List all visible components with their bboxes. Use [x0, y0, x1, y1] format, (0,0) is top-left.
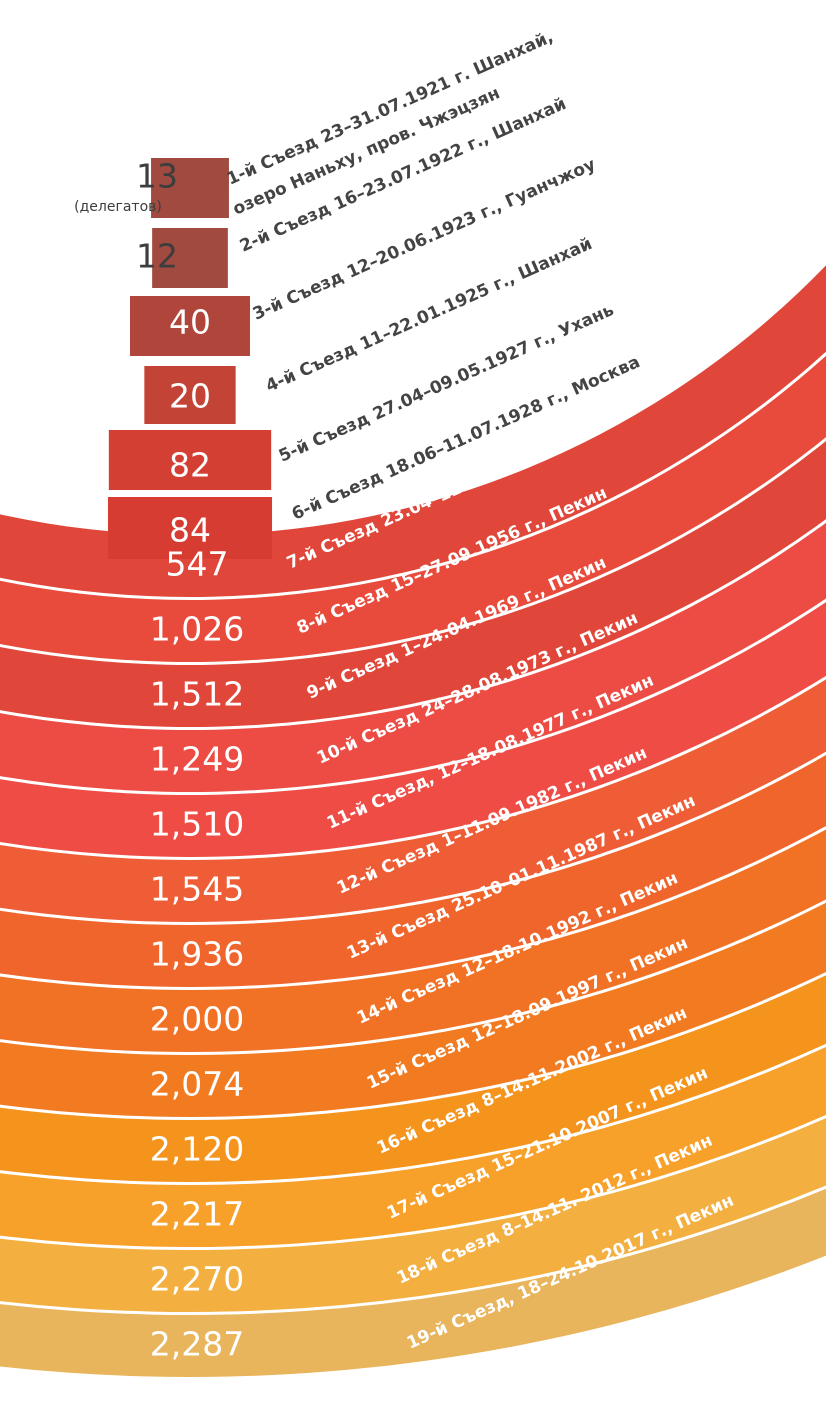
value-label-12: 1,545 — [150, 870, 244, 909]
value-label-6: 84 — [169, 511, 211, 550]
band-13 — [0, 755, 826, 987]
bar-6 — [107, 497, 273, 559]
band-16 — [0, 975, 826, 1182]
bar-4 — [144, 366, 236, 424]
bar-layer — [107, 158, 273, 559]
category-label-4: 4-й Съезд 11–22.01.1925 г., Шанхай — [263, 234, 595, 397]
value-label-1: 13 — [136, 157, 178, 196]
band-8 — [0, 355, 826, 662]
band-layer — [0, 265, 826, 1377]
bar-2 — [152, 228, 228, 288]
band-9 — [0, 440, 826, 727]
value-label-5: 82 — [169, 446, 211, 485]
bar-5 — [108, 430, 272, 490]
value-label-10: 1,249 — [150, 740, 244, 779]
bar-1 — [151, 158, 229, 218]
value-label-3: 40 — [169, 303, 211, 342]
value-label-4: 20 — [169, 377, 211, 416]
value-label-13: 1,936 — [150, 935, 244, 974]
value-label-7: 547 — [166, 545, 229, 584]
band-7 — [0, 265, 826, 597]
value-label-8: 1,026 — [150, 610, 244, 649]
category-label-1: 1-й Съезд 23–31.07.1921 г. Шанхай, — [224, 27, 556, 190]
value-label-17: 2,217 — [150, 1195, 244, 1234]
band-10 — [0, 522, 826, 792]
value-label-9: 1,512 — [150, 675, 244, 714]
unit-note: (делегатов) — [74, 199, 162, 215]
value-label-11: 1,510 — [150, 805, 244, 844]
band-18 — [0, 1118, 826, 1312]
band-11 — [0, 602, 826, 857]
value-label-19: 2,287 — [150, 1325, 244, 1364]
value-label-14: 2,000 — [150, 1000, 244, 1039]
value-label-2: 12 — [136, 237, 178, 276]
value-label-16: 2,120 — [150, 1130, 244, 1169]
bar-3 — [129, 296, 251, 356]
band-19 — [0, 1188, 826, 1377]
value-label-15: 2,074 — [150, 1065, 244, 1104]
band-15 — [0, 902, 826, 1117]
band-14 — [0, 829, 826, 1052]
value-label-18: 2,270 — [150, 1260, 244, 1299]
band-12 — [0, 679, 826, 922]
band-17 — [0, 1047, 826, 1247]
